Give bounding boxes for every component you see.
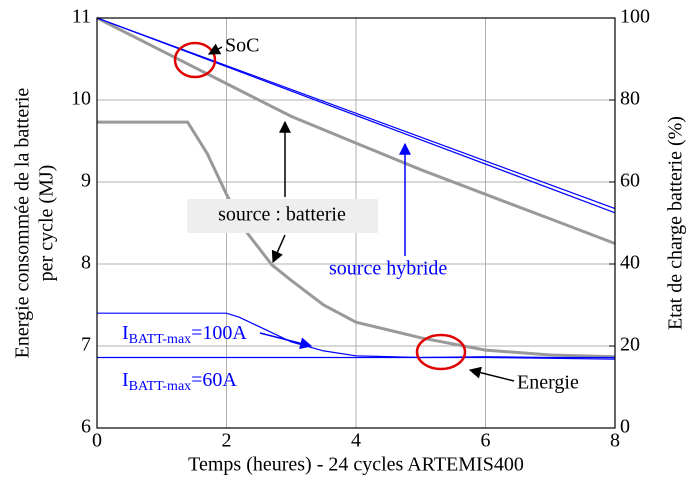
x-tick-label: 2 <box>222 430 232 452</box>
annotation: source hybride <box>329 258 447 280</box>
arrow <box>468 366 515 382</box>
data-line <box>96 17 616 210</box>
data-line <box>96 17 616 214</box>
y-tick-label: 8 <box>81 252 91 274</box>
y-axis-label: Energie consommée de la batterie <box>12 88 34 359</box>
arrow <box>271 234 286 264</box>
arrow <box>259 332 313 350</box>
highlight <box>173 41 217 79</box>
data-line <box>97 120 616 359</box>
y-tick-label: 9 <box>81 170 91 192</box>
highlight <box>415 333 467 371</box>
x-axis-label: Temps (heures) - 24 cycles ARTEMIS400 <box>188 454 524 476</box>
y2-tick-label: 20 <box>620 334 640 356</box>
arrow <box>207 43 223 55</box>
x-tick-label: 8 <box>610 430 620 452</box>
y2-tick-label: 60 <box>620 170 640 192</box>
x-tick-label: 4 <box>351 430 361 452</box>
y-tick-label: 6 <box>81 416 91 438</box>
x-tick-label: 0 <box>92 430 102 452</box>
y2-tick-label: 40 <box>620 252 640 274</box>
annotation: source : batterie <box>218 204 346 226</box>
y-tick-label: 11 <box>72 6 91 28</box>
annotation-box <box>187 199 378 233</box>
labels: 0 2 4 6 8 6 7 8 9 10 11 0 20 40 60 80 100 <box>71 6 650 452</box>
annotation: IBATT-max=60A <box>122 369 237 395</box>
y2-tick-label: 80 <box>620 88 640 110</box>
lines <box>96 16 616 360</box>
y2-tick-label: 100 <box>620 6 650 28</box>
y-tick-label: 10 <box>71 88 91 110</box>
plot-frame <box>96 17 616 429</box>
data-line <box>96 16 616 245</box>
data-line <box>97 356 615 359</box>
annotation: IBATT-max=100A <box>122 322 247 348</box>
data-line <box>97 312 616 360</box>
y2-tick-label: 0 <box>620 416 630 438</box>
y-axis-label: per cycle (MJ) <box>36 165 58 282</box>
annotation: Energie <box>517 372 579 394</box>
annotation: SoC <box>225 35 259 57</box>
x-tick-label: 6 <box>481 430 491 452</box>
y2-axis-label: Etat de charge batterie (%) <box>665 116 687 330</box>
y-tick-label: 7 <box>81 334 91 356</box>
